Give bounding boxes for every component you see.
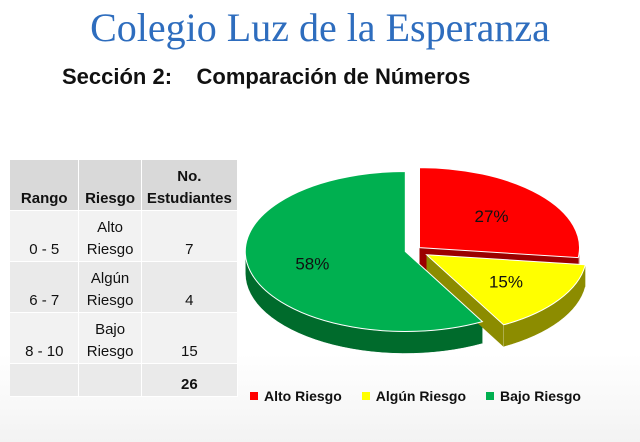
table-total-row: 26 bbox=[10, 363, 239, 397]
cell-riesgo: Alto Riesgo bbox=[78, 210, 142, 262]
pie-slice-algun bbox=[425, 254, 586, 326]
data-label-bajo: 58% bbox=[295, 254, 329, 273]
legend-item-bajo: Bajo Riesgo bbox=[486, 388, 581, 404]
legend-label-bajo: Bajo Riesgo bbox=[500, 388, 581, 404]
data-label-alto: 27% bbox=[474, 207, 508, 226]
header-rango: Rango bbox=[10, 160, 80, 211]
section-subtitle: Sección 2: Comparación de Números bbox=[62, 64, 471, 89]
table-row: 6 - 7 Algún Riesgo 4 bbox=[10, 261, 239, 313]
cell-empty bbox=[78, 363, 142, 397]
header-no-line2: Estudiantes bbox=[146, 190, 232, 207]
riesgo-line2: Riesgo bbox=[86, 241, 134, 258]
cell-count: 7 bbox=[141, 210, 239, 262]
riesgo-line1: Alto bbox=[97, 219, 124, 236]
page-title: Colegio Luz de la Esperanza bbox=[90, 5, 550, 50]
riesgo-line2: Riesgo bbox=[86, 292, 134, 309]
table-header-row: Rango Riesgo No. Estudiantes bbox=[10, 160, 239, 211]
pie-slice-bajo bbox=[244, 170, 484, 332]
risk-table: Rango Riesgo No. Estudiantes 0 - 5 Alto R… bbox=[10, 160, 239, 397]
cell-count: 15 bbox=[141, 312, 239, 364]
cell-count: 4 bbox=[141, 261, 239, 313]
cell-rango: 8 - 10 bbox=[10, 312, 80, 364]
total-count: 26 bbox=[141, 363, 239, 397]
header-riesgo: Riesgo bbox=[78, 160, 142, 211]
legend-label-algun: Algún Riesgo bbox=[375, 388, 467, 404]
legend-label-alto: Alto Riesgo bbox=[264, 388, 342, 404]
cell-rango: 6 - 7 bbox=[10, 261, 80, 313]
pie-wall-algun-1 bbox=[426, 254, 504, 347]
cell-riesgo: Algún Riesgo bbox=[78, 261, 142, 313]
cell-empty bbox=[10, 363, 80, 397]
chart-legend: Alto Riesgo Algún Riesgo Bajo Riesgo bbox=[250, 388, 630, 404]
header-no-estudiantes: No. Estudiantes bbox=[141, 160, 239, 211]
legend-item-alto: Alto Riesgo bbox=[250, 388, 342, 404]
legend-swatch-alto bbox=[250, 392, 258, 400]
table-row: 8 - 10 Bajo Riesgo 15 bbox=[10, 312, 239, 364]
data-label-algun: 15% bbox=[489, 273, 523, 292]
header-no-line1: No. bbox=[177, 168, 202, 185]
legend-swatch-bajo bbox=[486, 392, 495, 400]
legend-swatch-algun bbox=[361, 392, 370, 400]
riesgo-line1: Algún bbox=[90, 270, 130, 287]
risk-pie-chart: 58% 27% 15% bbox=[244, 167, 586, 354]
riesgo-line2: Riesgo bbox=[86, 343, 134, 360]
cell-rango: 0 - 5 bbox=[10, 210, 80, 262]
riesgo-line1: Bajo bbox=[95, 321, 126, 338]
legend-item-algun: Algún Riesgo bbox=[361, 388, 467, 404]
cell-riesgo: Bajo Riesgo bbox=[78, 312, 142, 364]
pie-slice-alto bbox=[419, 167, 580, 259]
table-row: 0 - 5 Alto Riesgo 7 bbox=[10, 210, 239, 262]
